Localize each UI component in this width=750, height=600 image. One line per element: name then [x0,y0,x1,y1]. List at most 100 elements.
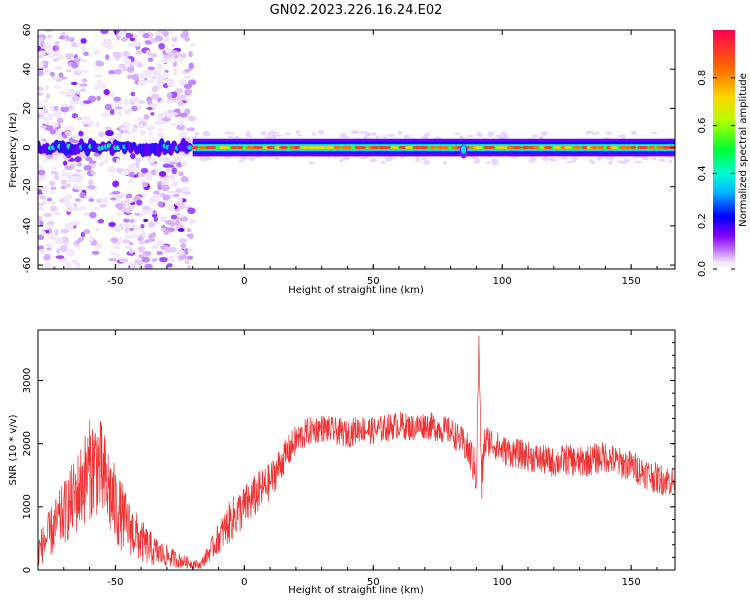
spectrogram-speckle [168,204,174,209]
spectrogram-speckle [150,112,155,116]
spectrogram-speckle [177,94,186,100]
spectrogram-speckle [128,241,134,246]
spectrogram-speckle [658,158,666,162]
spectrogram-speckle [73,203,78,208]
spectrogram-speckle [43,116,48,121]
bottom-x-axis: -50 0 50 100 150 [37,330,658,588]
spectrogram-speckle [49,105,55,111]
spectrogram-speckle [83,165,92,171]
spectrogram-speckle [634,160,643,164]
spectrogram-speckle [54,211,61,216]
top-x-tick-label: 50 [367,276,380,287]
spectrogram-speckle [54,228,59,236]
spectrogram-speckle [71,113,79,119]
spectrogram-speckle [165,99,173,104]
bottom-x-tick-label: 150 [622,577,641,588]
spectrogram-speckle [375,135,381,139]
spectrogram-speckle [77,237,85,242]
spectrogram-speckle [44,121,51,126]
spectrogram-speckle [163,157,172,163]
spectrogram-speckle [131,105,138,112]
spectrogram-speckle [155,240,165,246]
spectrogram-speckle [38,69,44,77]
spectrogram-speckle [144,239,151,244]
snr-series-line [38,335,675,569]
spectrogram-speckle [64,222,74,228]
spectrogram-speckle [606,131,613,135]
spectrogram-speckle [184,89,193,95]
spectrogram-speckle [141,231,147,237]
spectrogram-speckle [160,216,167,223]
spectrogram-speckle [39,248,46,255]
bottom-y-tick-label: 3000 [22,368,33,393]
spectrogram-speckle [140,224,145,229]
spectrogram-speckle [126,74,133,79]
spectrogram-speckle [46,221,55,225]
spectrogram-speckle [170,214,178,220]
spectrogram-speckle [150,232,157,238]
spectrogram-speckle [177,197,183,203]
spectrogram-speckle [38,215,43,223]
spectrogram-speckle [138,73,147,79]
spectrogram-speckle [338,158,344,163]
spectrogram-speckle [187,248,194,253]
spectrogram-speckle [146,106,154,110]
bottom-y-axis-label: SNR (10 * v/v) [8,414,19,485]
spectrogram-speckle [421,157,427,161]
spectrogram-speckle [114,263,120,268]
spectrogram-speckle [162,194,171,201]
spectrogram-speckle [56,248,61,254]
spectrogram-speckle [138,241,145,245]
spectrogram-speckle [40,125,47,129]
spectrogram-speckle [146,208,155,216]
spectrogram-speckle [58,72,64,78]
spectrogram-speckle [138,213,144,218]
spectrogram-speckle [47,50,54,55]
spectrogram-speckle [161,184,170,192]
spectrogram-speckle [154,31,160,37]
spectrogram-speckle [54,173,59,181]
spectrogram-speckle [181,186,190,192]
spectrogram-speckle [123,234,129,239]
spectrogram-speckle [560,157,569,160]
spectrogram-speckle [150,93,160,100]
spectrogram-speckle [80,231,85,238]
spectrogram-speckle [245,130,251,136]
spectrogram-speckle [43,98,49,103]
spectrogram-speckle [136,199,143,206]
spectrogram-speckle [56,117,64,124]
bottom-y-tick-label: 2000 [22,431,33,456]
spectrogram-speckle [68,53,76,58]
spectrogram-speckle [39,51,46,57]
spectrogram-speckle [177,119,185,126]
spectrogram-speckle [58,35,65,40]
spectrogram-speckle [248,156,255,161]
spectrogram-speckle [606,155,615,160]
spectrogram-speckle [43,69,52,74]
spectrogram-speckle [103,159,109,164]
spectrogram-speckle [188,233,194,240]
spectrogram-speckle [164,246,172,254]
spectrogram-speckle [91,250,100,255]
spectrogram-speckle [80,58,87,63]
spectrogram-speckle [618,134,627,138]
spectrogram-speckle [151,85,159,92]
spectrogram-speckle [184,36,190,42]
spectrogram-speckle [113,96,122,102]
bottom-y-axis: 0 1000 2000 3000 [22,329,675,573]
spectrogram-speckle [157,201,164,208]
spectrogram-speckle [152,73,162,79]
spectrogram-speckle [124,245,132,250]
spectrogram-speckle [589,158,594,163]
spectrogram-speckle [54,40,60,46]
spectrogram-speckle [43,109,49,114]
spectrogram-speckle [414,158,421,162]
spectrogram-speckle [137,254,145,258]
spectrogram-speckle [118,63,127,69]
spectrogram-speckle [39,174,46,181]
spectrogram-speckle [65,262,72,269]
spectrogram-speckle [147,66,156,71]
band-peak [191,145,199,150]
spectrogram-speckle [43,62,49,69]
spectrogram-speckle [41,230,46,237]
